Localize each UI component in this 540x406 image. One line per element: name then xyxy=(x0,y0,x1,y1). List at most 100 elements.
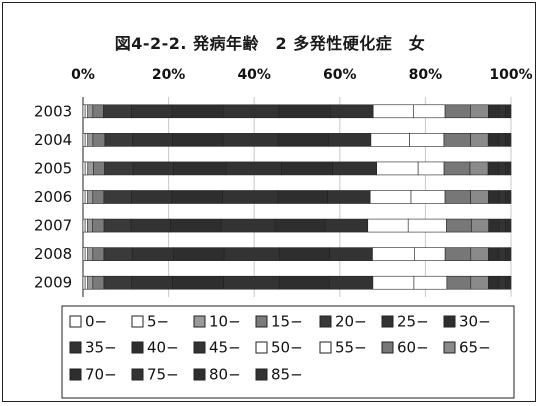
bar-segment xyxy=(223,247,280,261)
legend-swatch xyxy=(381,341,394,354)
x-tick-label: 0% xyxy=(71,67,95,83)
bar-segment xyxy=(508,161,512,176)
bar-segment xyxy=(488,190,500,204)
category-label: 2007 xyxy=(34,217,72,235)
bar-segment xyxy=(84,190,88,204)
legend-swatch xyxy=(131,341,144,354)
legend-swatch xyxy=(255,315,268,328)
bar-segment xyxy=(372,104,414,119)
bar-segment xyxy=(498,275,506,290)
bar-segment xyxy=(498,218,506,233)
bar-segment xyxy=(92,104,104,119)
bar-segment xyxy=(505,104,510,119)
bar-segment xyxy=(220,218,276,233)
bar-segment xyxy=(278,247,331,261)
bar-segment xyxy=(469,161,489,176)
legend-label: 0− xyxy=(85,313,107,331)
category-label: 2004 xyxy=(34,131,72,149)
bar-segment xyxy=(103,275,133,290)
bar-segment xyxy=(92,218,105,233)
bar-segment xyxy=(82,247,86,261)
bar-segment xyxy=(324,218,369,233)
category-label: 2005 xyxy=(34,159,72,177)
bar-segment xyxy=(471,218,489,233)
bar-segment xyxy=(84,133,89,147)
bar-segment xyxy=(281,161,333,176)
bar-segment xyxy=(103,218,132,233)
category-label: 2008 xyxy=(34,245,72,263)
bar-segment xyxy=(172,275,224,290)
bar-segment xyxy=(376,161,419,176)
bar-segment xyxy=(82,275,86,290)
bar-segment xyxy=(82,104,86,119)
bar-segment xyxy=(103,190,132,204)
bar-segment xyxy=(470,190,489,204)
legend-swatch xyxy=(69,368,82,381)
y-axis-categories: 2003 2004 2005 2006 2007 2008 2009 xyxy=(34,102,72,291)
legend-label: 45− xyxy=(209,339,241,357)
bar-segment xyxy=(222,190,279,204)
bar-segment xyxy=(505,161,510,176)
legend-label: 5− xyxy=(147,313,169,331)
bar-segment xyxy=(225,161,282,176)
bar-segment xyxy=(103,104,132,119)
legend-swatch xyxy=(69,315,82,328)
bar-segment xyxy=(332,161,377,176)
legend-label: 75− xyxy=(147,366,179,384)
bar-segment xyxy=(170,218,222,233)
bar-segment xyxy=(131,275,173,290)
bar-segment xyxy=(508,218,512,233)
bar-segment xyxy=(327,190,371,204)
legend-swatch xyxy=(319,315,332,328)
x-tick-label: 100% xyxy=(489,67,532,83)
bar-segment xyxy=(409,133,445,147)
legend-label: 25− xyxy=(397,313,429,331)
bar-segment xyxy=(92,190,105,204)
bar-segment xyxy=(488,104,500,119)
bar-segment xyxy=(132,133,173,147)
bar-segment xyxy=(488,247,500,261)
bar-segment xyxy=(444,104,471,119)
bar-segment xyxy=(470,247,489,261)
legend-label: 40− xyxy=(147,339,179,357)
bar-segment xyxy=(470,104,489,119)
bar-segment xyxy=(223,104,280,119)
bar-segment xyxy=(443,133,471,147)
bar-segment xyxy=(413,104,446,119)
bar-segment xyxy=(369,190,412,204)
bar-segment xyxy=(410,190,446,204)
legend-label: 70− xyxy=(85,366,117,384)
bar-segment xyxy=(508,104,512,119)
bar-segment xyxy=(171,190,223,204)
legend-swatch xyxy=(443,315,456,328)
bar-segment xyxy=(505,190,510,204)
bar-segment xyxy=(82,218,86,233)
bar-segment xyxy=(505,275,510,290)
bar-segment xyxy=(505,133,510,147)
bar-segment xyxy=(444,247,472,261)
bar-segment xyxy=(87,275,94,290)
bar-segment xyxy=(82,161,86,176)
bar-segment xyxy=(84,275,89,290)
bar-segment xyxy=(92,247,105,261)
bar-segment xyxy=(82,190,86,204)
bar-segment xyxy=(82,133,86,147)
bar-segment xyxy=(277,190,328,204)
bar-segment xyxy=(222,133,279,147)
bar-segment xyxy=(487,161,500,176)
legend-label: 50− xyxy=(271,339,303,357)
bar-segment xyxy=(498,161,506,176)
bar-segment xyxy=(274,218,326,233)
bar-segment xyxy=(328,275,374,290)
bar-segment xyxy=(87,218,93,233)
bar-segment xyxy=(372,247,415,261)
bar-segment xyxy=(446,218,472,233)
bar-segment xyxy=(498,190,506,204)
bar-segment xyxy=(414,247,446,261)
bar-segment xyxy=(84,104,89,119)
bar-segment xyxy=(277,133,330,147)
bar-segment xyxy=(131,247,174,261)
bar-segment xyxy=(417,161,445,176)
bar-segment xyxy=(87,190,94,204)
legend-swatch xyxy=(193,315,206,328)
